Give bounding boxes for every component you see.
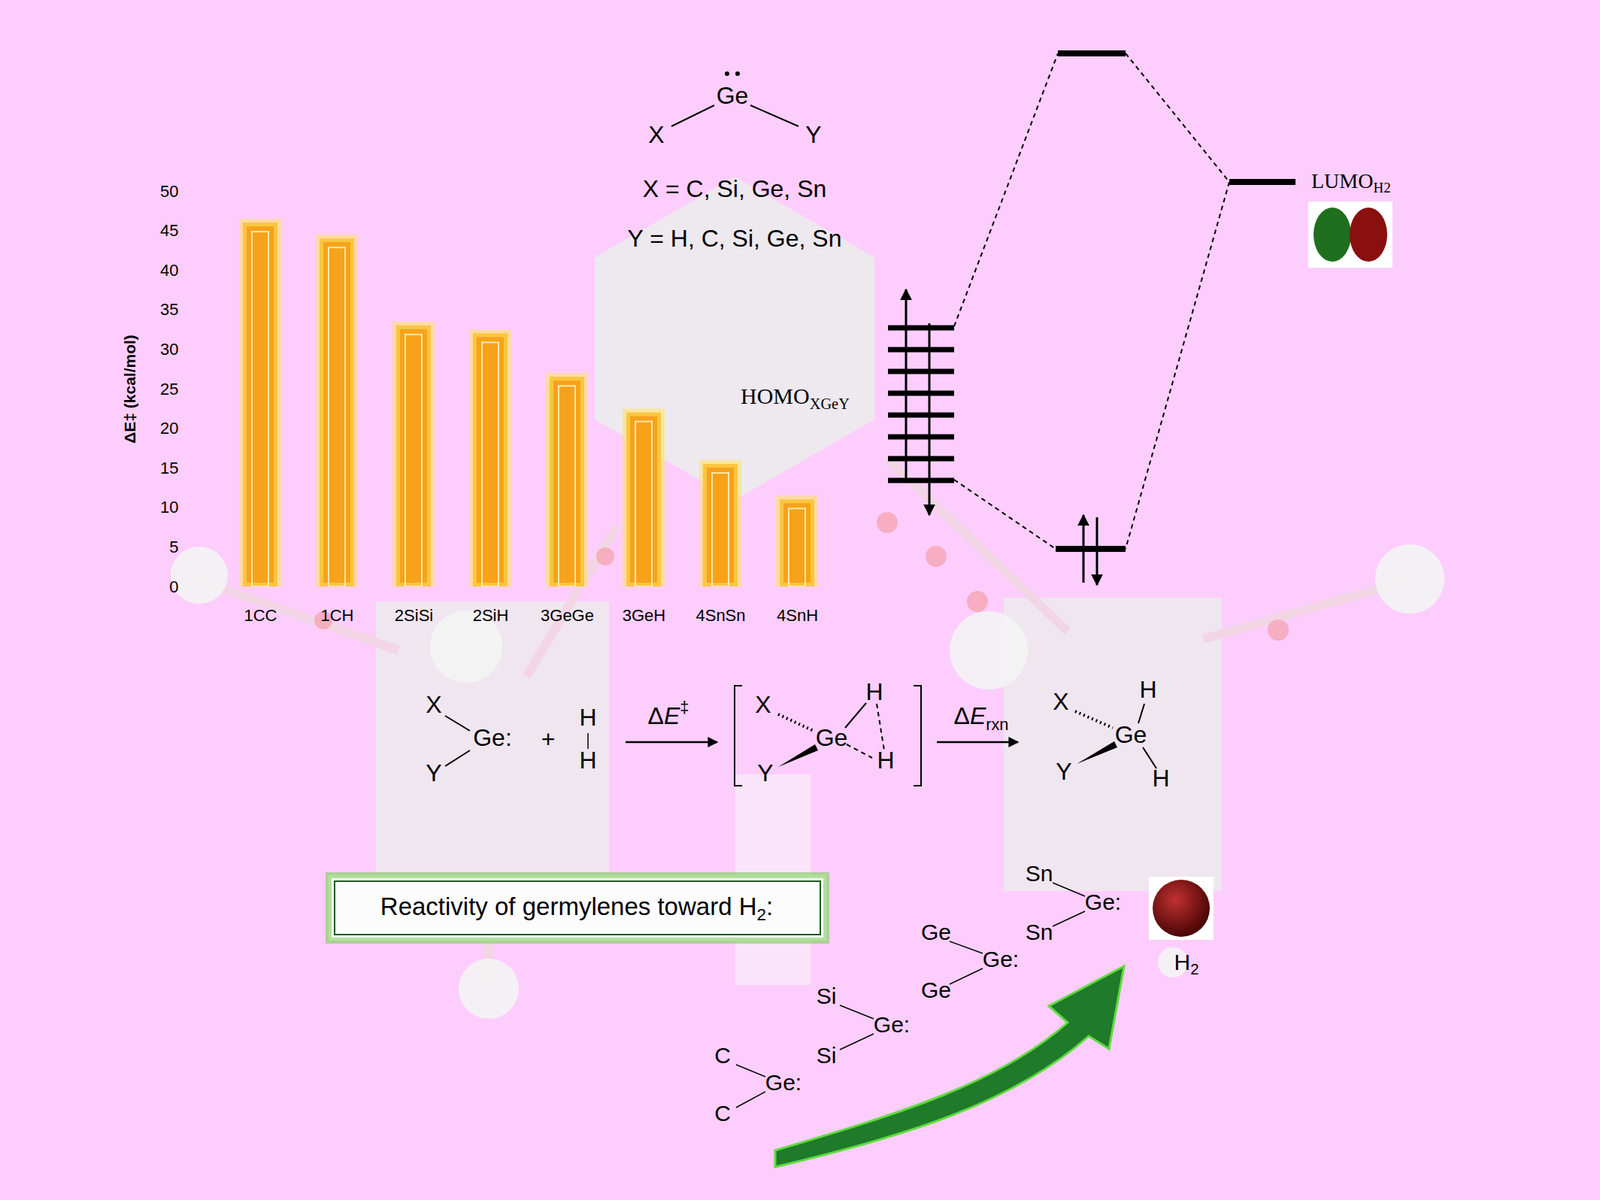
svg-text:2SiH: 2SiH <box>472 606 510 625</box>
svg-text:15: 15 <box>160 458 179 478</box>
svg-text:Sn: Sn <box>1025 919 1054 945</box>
svg-text:ΔErxn: ΔErxn <box>954 702 1010 734</box>
svg-text:H: H <box>1151 764 1170 792</box>
svg-text:Ge: Ge <box>921 919 952 945</box>
svg-text:Ge:: Ge: <box>873 1012 910 1037</box>
svg-text:0: 0 <box>169 577 179 597</box>
svg-text:Ge: Ge <box>815 724 849 752</box>
svg-text:Y = H, C, Si, Ge, Sn: Y = H, C, Si, Ge, Sn <box>627 224 843 252</box>
svg-text:25: 25 <box>160 379 179 399</box>
svg-text:Ge: Ge <box>716 81 749 110</box>
svg-text:Ge:: Ge: <box>472 724 513 752</box>
svg-text:X: X <box>1052 687 1069 716</box>
svg-text:ΔE‡ (kcal/mol): ΔE‡ (kcal/mol) <box>121 334 139 444</box>
svg-text:Y: Y <box>757 759 773 787</box>
svg-text:1CH: 1CH <box>320 606 354 625</box>
svg-text:Si: Si <box>816 983 837 1009</box>
svg-text:40: 40 <box>160 260 179 280</box>
svg-text:H2: H2 <box>1173 949 1199 978</box>
svg-text:Ge: Ge <box>921 977 952 1003</box>
svg-text:45: 45 <box>160 221 179 240</box>
svg-text:50: 50 <box>160 181 179 201</box>
svg-text:Si: Si <box>816 1042 837 1068</box>
svg-text:H: H <box>1139 675 1157 704</box>
svg-text:C: C <box>714 1100 731 1126</box>
svg-text:Y: Y <box>805 121 822 149</box>
svg-text:Y: Y <box>425 759 442 787</box>
svg-text:3GeH: 3GeH <box>622 606 666 625</box>
svg-text:H: H <box>865 678 883 706</box>
svg-text:4SnSn: 4SnSn <box>695 606 746 625</box>
svg-text:1CC: 1CC <box>243 606 277 625</box>
svg-text:4SnH: 4SnH <box>776 606 819 625</box>
svg-text:Sn: Sn <box>1025 860 1054 886</box>
svg-text:Ge:: Ge: <box>1084 889 1122 915</box>
svg-text:X: X <box>648 121 664 149</box>
svg-text:X = C, Si, Ge, Sn: X = C, Si, Ge, Sn <box>642 175 828 203</box>
svg-text:H: H <box>578 703 597 731</box>
svg-text:5: 5 <box>169 537 179 557</box>
svg-text:H: H <box>578 746 597 774</box>
svg-text:20: 20 <box>160 418 179 438</box>
svg-text:+: + <box>541 725 556 753</box>
svg-text:30: 30 <box>160 339 179 359</box>
svg-text:Ge:: Ge: <box>765 1069 802 1095</box>
svg-text:3GeGe: 3GeGe <box>540 606 594 625</box>
svg-text:LUMOH2: LUMOH2 <box>1311 169 1391 196</box>
svg-text:35: 35 <box>160 300 179 319</box>
svg-text:C: C <box>714 1042 731 1068</box>
svg-text:ΔE‡: ΔE‡ <box>648 697 690 731</box>
svg-text:2SiSi: 2SiSi <box>394 606 434 625</box>
svg-text:HOMOXGeY: HOMOXGeY <box>740 383 850 413</box>
svg-text:Ge: Ge <box>1115 721 1148 749</box>
svg-text:Y: Y <box>1055 757 1072 785</box>
svg-text:Reactivity of germylenes towar: Reactivity of germylenes toward H2: <box>380 892 773 925</box>
svg-text:X: X <box>754 690 771 719</box>
svg-text:Ge:: Ge: <box>982 946 1019 972</box>
svg-text:10: 10 <box>160 497 179 517</box>
svg-text:H: H <box>876 746 894 774</box>
svg-text:X: X <box>425 690 442 719</box>
